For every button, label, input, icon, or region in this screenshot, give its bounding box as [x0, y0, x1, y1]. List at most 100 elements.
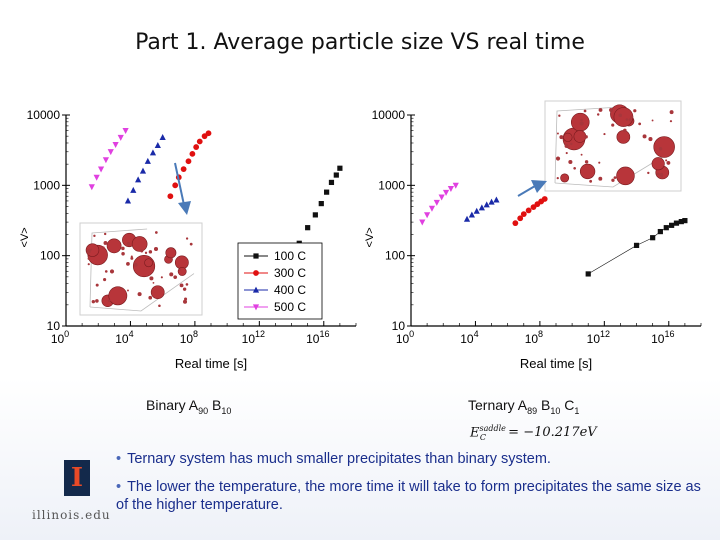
- data-point: [144, 157, 151, 164]
- solute-atom: [651, 119, 654, 122]
- precipitate-particle: [560, 173, 570, 183]
- solute-atom: [583, 109, 587, 113]
- solute-atom: [665, 159, 668, 162]
- data-point: [525, 207, 532, 214]
- data-point: [424, 212, 431, 219]
- solute-atom: [153, 246, 159, 252]
- data-point: [102, 157, 110, 164]
- data-point: [541, 196, 548, 202]
- pointer-arrow: [174, 162, 185, 206]
- data-point: [337, 165, 343, 171]
- data-point: [433, 199, 440, 206]
- solute-atom: [669, 120, 673, 123]
- inset-box-edge: [89, 228, 148, 308]
- solute-atom: [90, 248, 93, 251]
- series-400-c: [124, 134, 166, 204]
- inset-box-edge: [89, 273, 195, 312]
- bullet-dot-icon: •: [116, 479, 122, 495]
- data-point: [328, 179, 335, 186]
- solute-atom: [178, 268, 181, 271]
- data-point: [149, 149, 157, 156]
- precipitate-particle: [613, 107, 634, 127]
- formula-sup: saddle: [479, 424, 506, 433]
- solute-atom: [126, 242, 131, 246]
- x-tick-label: 100: [396, 329, 414, 346]
- solute-atom: [185, 237, 189, 240]
- formula-value: = −10.217eV: [504, 425, 597, 441]
- data-point: [205, 130, 212, 137]
- x-tick-label: 1012: [587, 329, 610, 346]
- precipitate-particle: [150, 285, 165, 300]
- data-point: [159, 134, 166, 141]
- legend-label: 400 C: [274, 283, 306, 297]
- y-axis-label: <V>: [19, 227, 31, 247]
- formula-sub: C: [479, 432, 487, 442]
- data-point: [107, 149, 114, 156]
- data-point: [488, 198, 495, 205]
- x-tick-label: 104: [460, 329, 478, 346]
- y-tick-label: 10000: [27, 108, 61, 122]
- precipitate-particle: [144, 258, 153, 268]
- data-point: [167, 193, 174, 200]
- solute-atom: [182, 299, 188, 304]
- y-tick-label: 100: [385, 249, 405, 263]
- solute-atom: [152, 281, 155, 284]
- x-axis-label: Real time [s]: [520, 356, 592, 371]
- solute-atom: [160, 276, 163, 279]
- y-axis-label: <V>: [364, 227, 376, 247]
- caption-text: B: [537, 397, 551, 413]
- data-point: [493, 196, 500, 203]
- solute-atom: [91, 299, 96, 304]
- solute-atom: [149, 276, 154, 281]
- caption-sub: 10: [221, 405, 232, 416]
- y-tick-label: 10000: [372, 108, 406, 122]
- solute-atom: [628, 118, 632, 122]
- series-100-c: [296, 165, 343, 246]
- x-tick-label: 104: [115, 329, 133, 346]
- solute-atom: [559, 135, 564, 140]
- series-100-c: [585, 218, 688, 277]
- bullet-dot-icon: •: [116, 451, 122, 467]
- data-point: [139, 167, 147, 174]
- solute-atom: [103, 278, 107, 282]
- solute-atom: [564, 144, 569, 148]
- arrow-head-icon: [531, 180, 547, 193]
- solute-atom: [656, 172, 660, 176]
- solute-atom: [179, 283, 184, 288]
- solute-atom: [137, 292, 142, 297]
- caption-text: B: [208, 397, 222, 413]
- y-tick-label: 1000: [33, 178, 60, 192]
- formula-symbol: E: [470, 425, 480, 441]
- y-tick-label: 1000: [378, 178, 405, 192]
- solute-atom: [603, 133, 606, 136]
- solute-atom: [104, 270, 108, 273]
- data-point: [512, 220, 519, 227]
- precipitate-particle: [616, 166, 635, 186]
- solute-atom: [573, 166, 576, 170]
- caption-sub: 89: [527, 405, 538, 416]
- data-point: [196, 138, 203, 145]
- solute-atom: [169, 272, 174, 277]
- solute-atom: [648, 137, 653, 142]
- data-point: [253, 270, 259, 276]
- data-point: [130, 186, 137, 193]
- data-point: [117, 134, 124, 141]
- solute-atom: [144, 251, 148, 254]
- data-point: [428, 205, 436, 212]
- solute-atom: [611, 123, 615, 127]
- data-point: [154, 141, 161, 148]
- solute-atom: [107, 299, 111, 303]
- caption-sub: 1: [574, 405, 580, 416]
- solute-atom: [86, 249, 91, 254]
- bullet-point: • Ternary system has much smaller precipi…: [116, 450, 706, 468]
- data-point: [682, 218, 688, 224]
- solute-atom: [87, 263, 90, 266]
- data-point: [172, 182, 179, 189]
- series-500-c: [88, 128, 129, 191]
- solute-atom: [173, 275, 178, 280]
- data-point: [252, 286, 260, 293]
- precipitate-particle: [108, 286, 128, 306]
- data-point: [438, 194, 445, 201]
- solute-atom: [555, 156, 561, 161]
